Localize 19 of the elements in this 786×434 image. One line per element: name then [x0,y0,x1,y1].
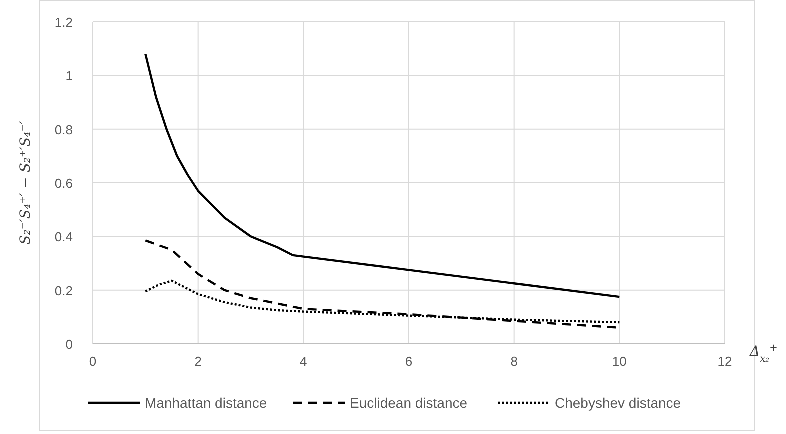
legend-label: Manhattan distance [145,395,268,411]
y-axis-title: S₂⁻′S₄⁺′ − S₂⁺′S₄⁻′ [18,120,34,245]
x-tick-label: 10 [612,354,627,369]
x-tick-label: 8 [510,354,518,369]
x-tick-label: 4 [300,354,308,369]
legend-label: Chebyshev distance [555,395,682,411]
legend-label: Euclidean distance [350,395,468,411]
x-tick-label: 2 [194,354,202,369]
y-tick-label: 0.6 [54,176,73,191]
y-tick-label: 0 [66,337,73,352]
x-tick-label: 6 [405,354,413,369]
y-tick-label: 0.2 [54,283,73,298]
y-tick-label: 0.8 [54,122,73,138]
x-tick-label: 0 [89,354,97,369]
y-tick-label: 1 [66,68,73,84]
x-tick-label: 12 [718,354,732,369]
y-tick-label: 1.2 [54,15,73,30]
y-tick-label: 0.4 [54,230,73,245]
line-series [144,53,621,298]
